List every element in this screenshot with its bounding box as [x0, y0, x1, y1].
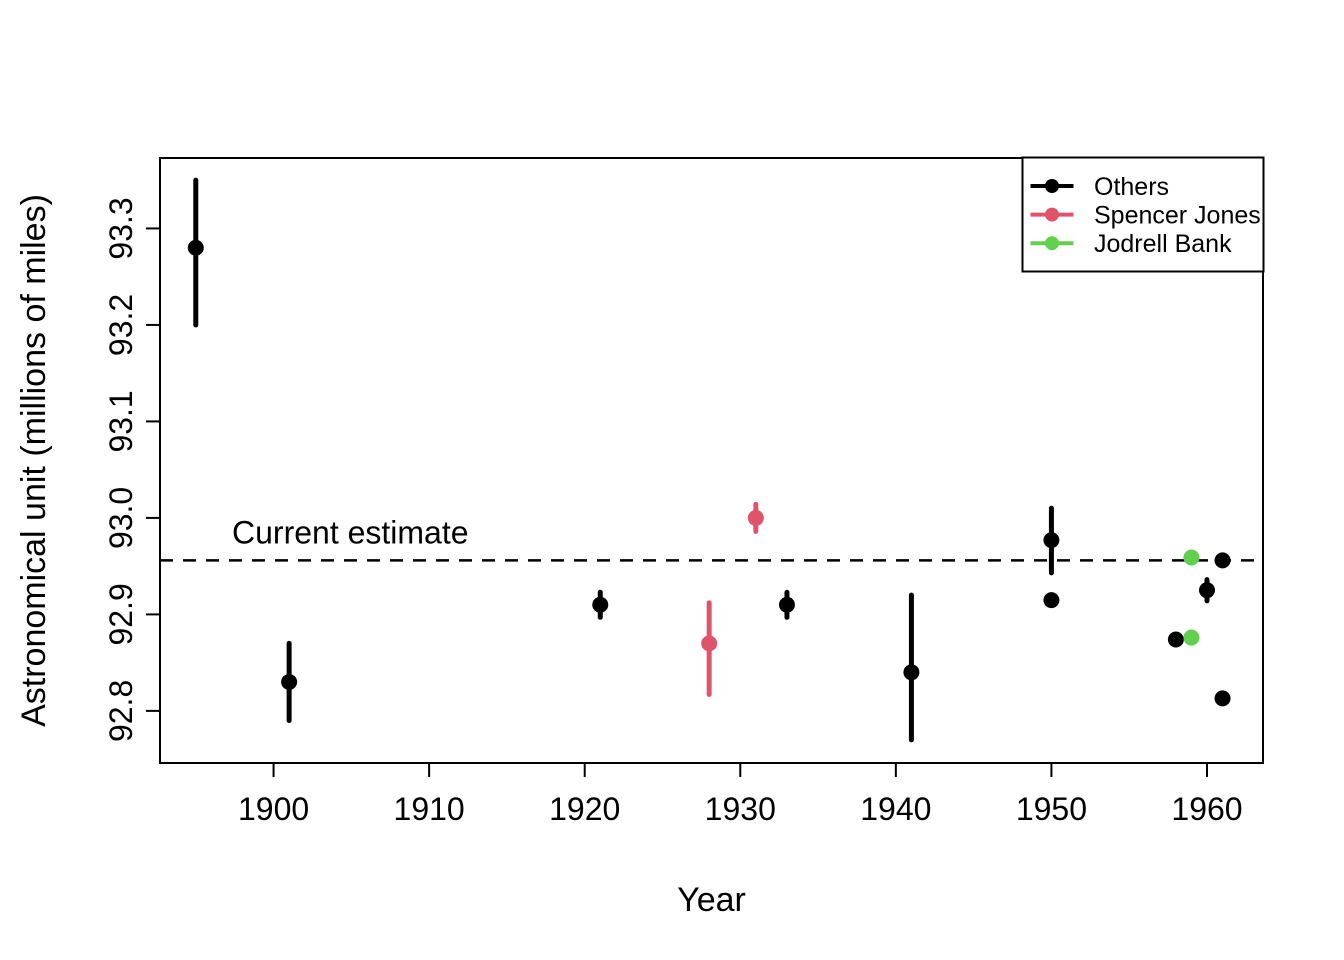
x-axis-tick-label: 1900: [238, 791, 309, 827]
x-axis-tick-label: 1940: [860, 791, 931, 827]
x-axis-tick-label: 1960: [1171, 791, 1242, 827]
y-axis-title: Astronomical unit (millions of miles): [15, 194, 53, 727]
data-point-jodrell-bank: [1183, 629, 1200, 646]
x-axis-tick-label: 1920: [549, 791, 620, 827]
data-point-others: [187, 239, 204, 256]
legend-marker-others: [1045, 179, 1059, 193]
x-axis-title: Year: [677, 881, 746, 919]
y-axis-tick-label: 93.0: [103, 487, 139, 549]
data-point-others: [592, 596, 609, 613]
data-point-others: [903, 664, 920, 681]
data-point-others: [1214, 552, 1231, 569]
current-estimate-label: Current estimate: [232, 514, 469, 550]
legend-marker-jodrell-bank: [1045, 236, 1059, 251]
x-axis-tick-label: 1930: [705, 791, 776, 827]
legend-label-spencer-jones: Spencer Jones: [1094, 202, 1261, 230]
legend-marker-spencer-jones: [1045, 207, 1059, 222]
data-point-others: [1167, 631, 1184, 648]
data-point-others: [281, 673, 298, 690]
data-point-others: [1043, 592, 1060, 609]
y-axis-tick-label: 93.2: [103, 294, 139, 356]
data-point-others: [1214, 690, 1231, 707]
data-point-others: [1043, 532, 1060, 549]
legend-label-others: Others: [1094, 173, 1169, 201]
y-axis-tick-label: 93.3: [103, 197, 139, 259]
y-axis-tick-label: 92.8: [103, 680, 139, 742]
data-point-spencer-jones: [747, 509, 764, 526]
data-point-others: [1198, 582, 1215, 599]
plot-frame: [159, 157, 1264, 764]
y-axis-tick-label: 92.9: [103, 583, 139, 645]
y-axis-tick-label: 93.1: [103, 390, 139, 452]
data-point-jodrell-bank: [1183, 549, 1200, 566]
x-axis-tick-label: 1910: [394, 791, 465, 827]
x-axis-tick-label: 1950: [1016, 791, 1087, 827]
data-point-others: [778, 596, 795, 613]
data-point-spencer-jones: [701, 635, 718, 652]
legend-label-jodrell-bank: Jodrell Bank: [1094, 230, 1232, 258]
